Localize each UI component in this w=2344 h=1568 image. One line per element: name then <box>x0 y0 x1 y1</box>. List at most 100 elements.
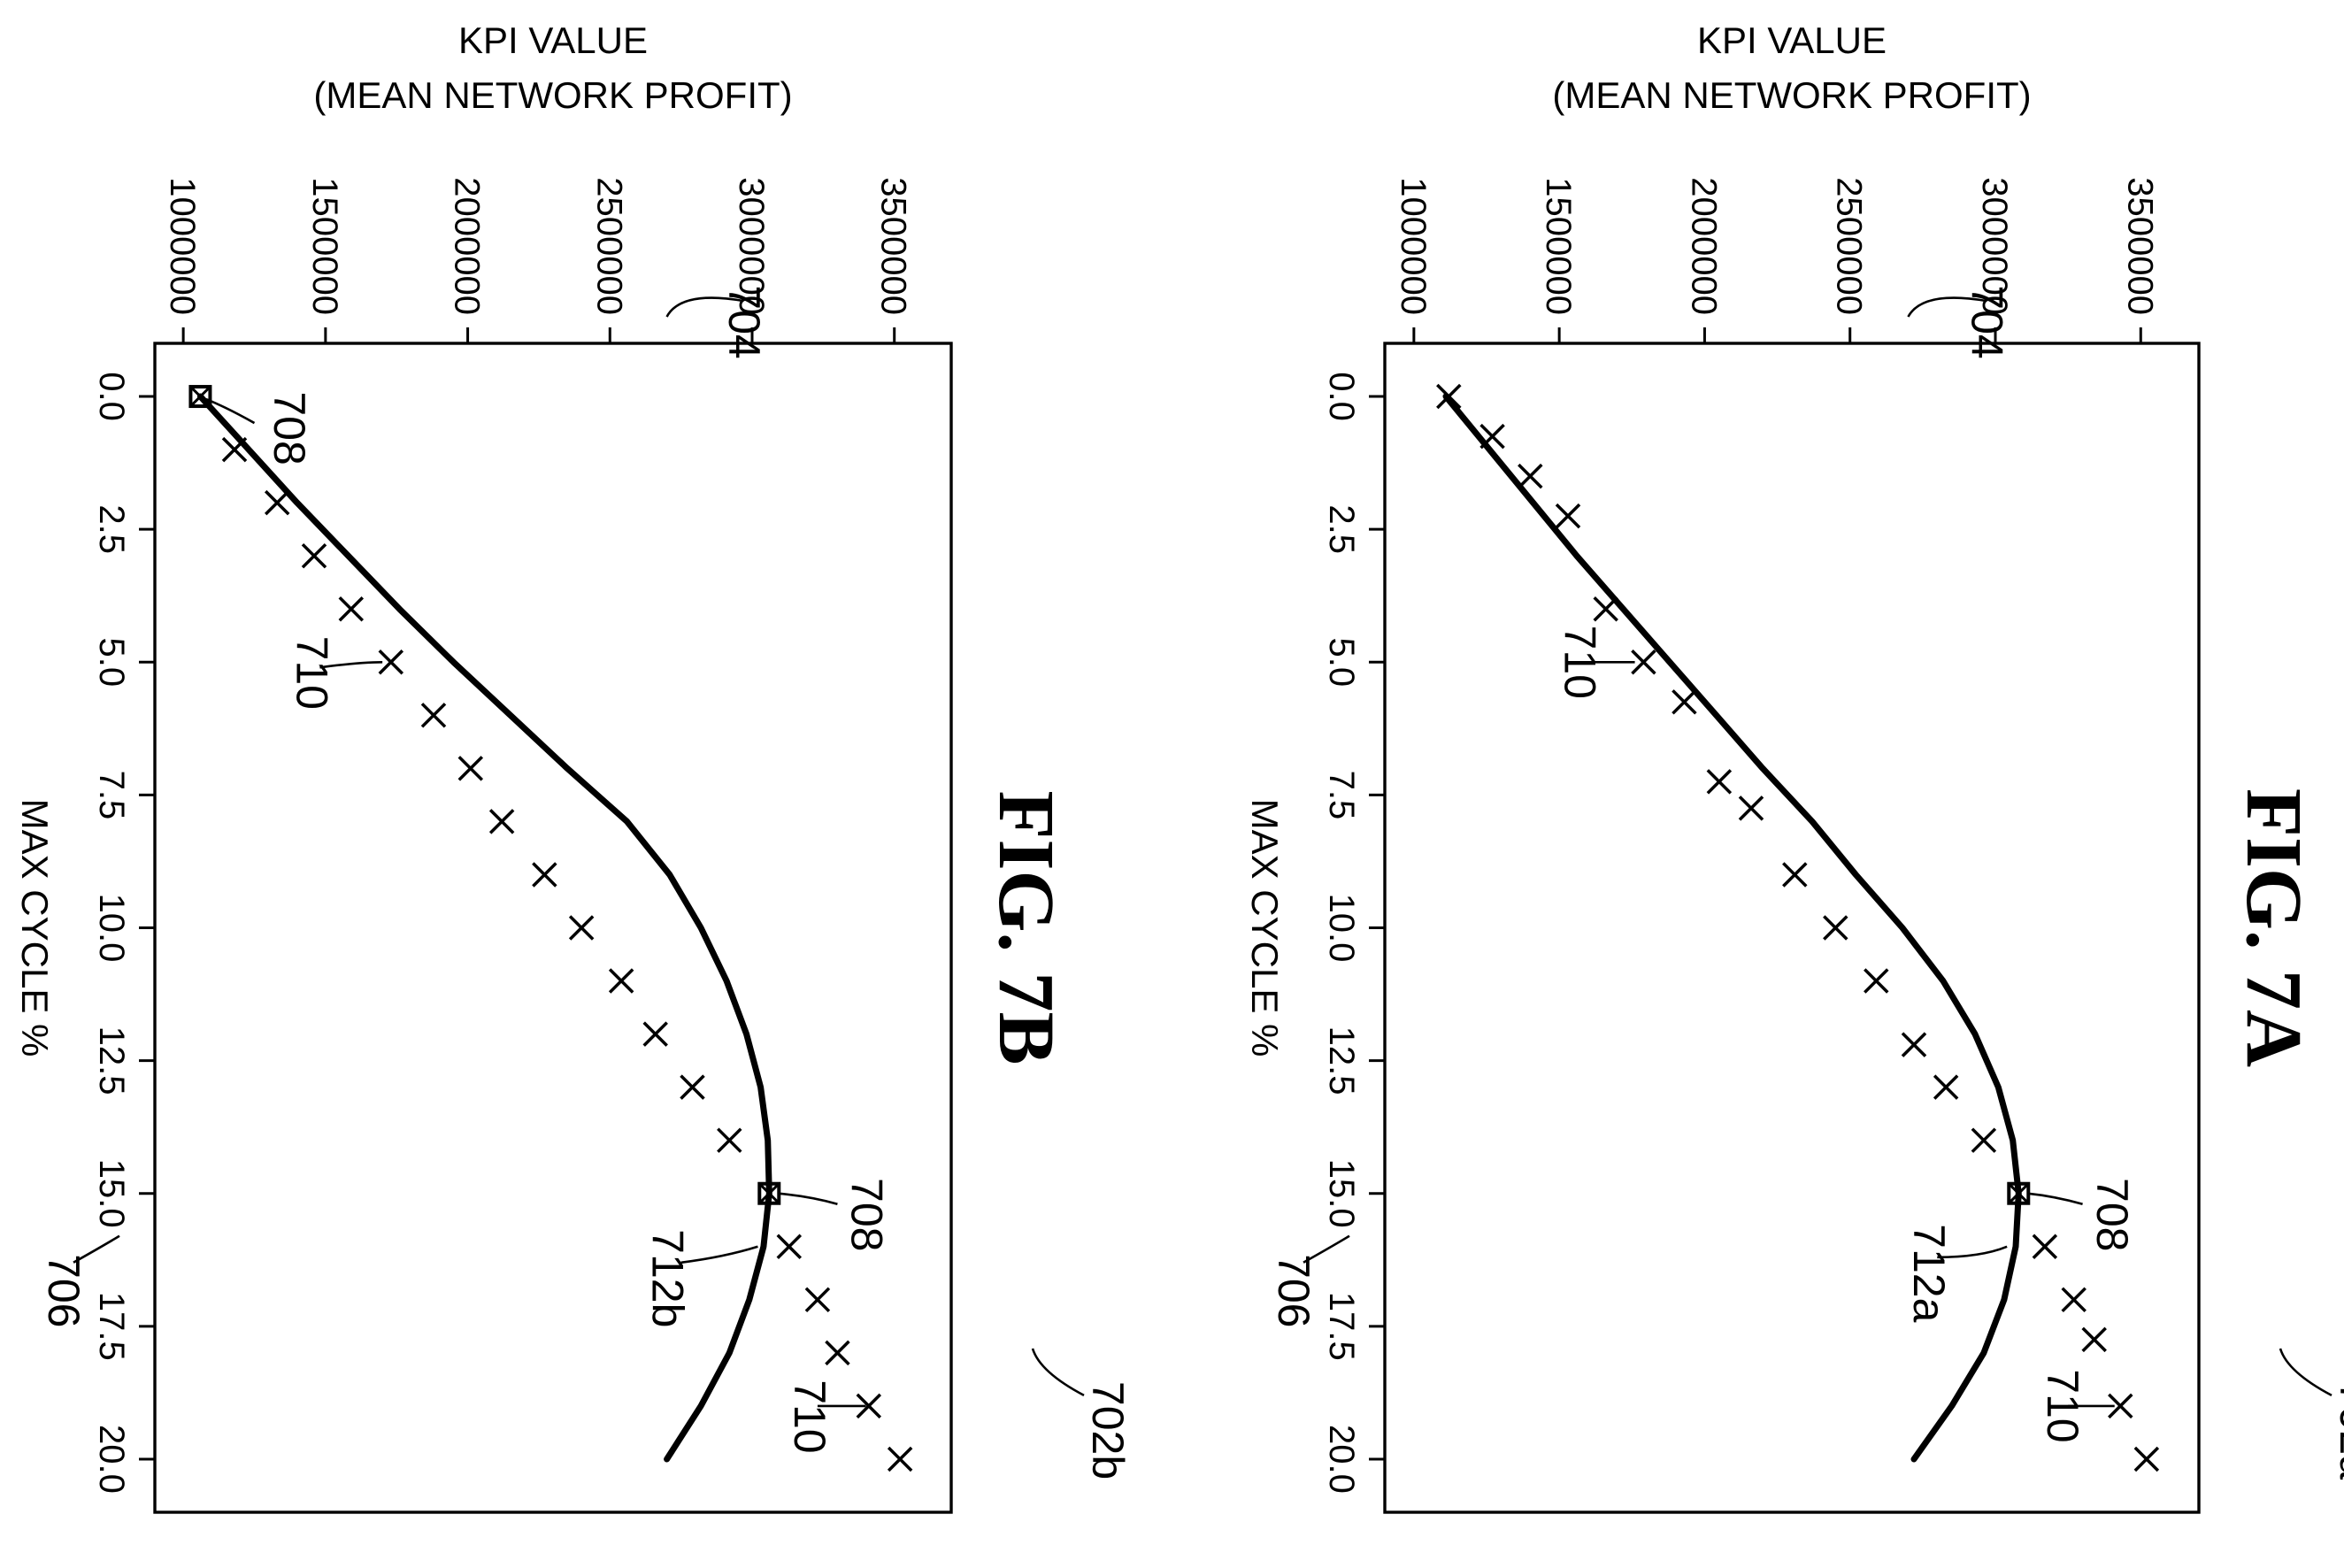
curve-ref-numeral: 712b <box>643 1229 693 1327</box>
data-point-x <box>1782 862 1808 888</box>
optimal-point-ref-leader <box>2027 1192 2083 1205</box>
data-point-x <box>1706 769 1733 795</box>
y-tick-label: 1500000 <box>1539 177 1578 315</box>
y-tick-label: 3000000 <box>732 177 771 315</box>
x-axis-label: MAX CYCLE % <box>1244 799 1286 1057</box>
x-tick-label: 20.0 <box>1322 1425 1361 1494</box>
optimal-point-ref-numeral: 708 <box>265 391 314 465</box>
y-axis-ref-leader <box>665 296 744 318</box>
y-tick-label: 1500000 <box>305 177 344 315</box>
data-point-x <box>568 915 595 941</box>
optimal-point-ref-numeral: 708 <box>2087 1178 2137 1251</box>
data-point-x <box>887 1446 913 1472</box>
data-point-x <box>2108 1393 2133 1419</box>
x-tick-label: 5.0 <box>92 637 131 687</box>
data-point-x <box>532 862 557 888</box>
y-tick-label: 2500000 <box>1830 177 1869 315</box>
figure-label: FIG. 7A <box>2230 788 2317 1067</box>
curve-ref-numeral: 712a <box>1904 1224 1954 1322</box>
y-axis-ticks: 1000000 1500000 2000000 2500000 3000000 35000… <box>1394 177 2159 343</box>
data-point-x <box>804 1287 831 1313</box>
figure-label: FIG. 7B <box>982 790 1070 1065</box>
data-point-x <box>1864 968 1889 994</box>
y-axis-ref-leader <box>1907 296 1987 318</box>
x-axis-ref-leader <box>1303 1234 1350 1264</box>
x-axis-label: MAX CYCLE % <box>14 799 56 1057</box>
x-axis-ref-leader <box>73 1234 120 1264</box>
data-point-x <box>1555 503 1581 529</box>
figure-ref-leader <box>1031 1348 1085 1397</box>
x-tick-label: 7.5 <box>1322 771 1361 820</box>
x-axis-ticks: 0.0 2.5 5.0 7.5 10.0 12.5 15.0 17.5 20.0 <box>92 372 155 1494</box>
y-tick-label: 2000000 <box>1684 177 1723 315</box>
data-point-x <box>642 1021 668 1047</box>
y-axis-ticks: 1000000 1500000 2000000 2500000 3000000 35000… <box>163 177 913 343</box>
data-point-x <box>680 1074 705 1100</box>
plot-frame <box>1383 342 2201 1514</box>
x-tick-label: 7.5 <box>92 771 131 820</box>
y-axis-label-line2: (MEAN NETWORK PROFIT) <box>1552 74 2031 116</box>
data-point-x <box>338 596 365 622</box>
x-tick-label: 2.5 <box>92 504 131 554</box>
data-point-ref-numeral: 710 <box>785 1380 834 1453</box>
figure-ref-leader <box>2279 1348 2332 1397</box>
curve-ref-leader <box>680 1245 758 1264</box>
y-tick-label: 1000000 <box>1394 177 1433 315</box>
data-point-x <box>1518 463 1543 489</box>
fitted-curve <box>1442 393 2022 1463</box>
y-axis-label: KPI VALUE (MEAN NETWORK PROFIT) <box>1552 19 2031 116</box>
y-axis-label-line1: KPI VALUE <box>458 19 648 61</box>
reference-numerals: 702b 704 706 708 708 710 710 712b <box>39 285 1133 1480</box>
x-tick-label: 5.0 <box>1322 637 1361 687</box>
y-tick-label: 3000000 <box>1975 177 2014 315</box>
data-point-x <box>1971 1127 1997 1153</box>
y-axis-label-line2: (MEAN NETWORK PROFIT) <box>313 74 792 116</box>
y-axis-label: KPI VALUE (MEAN NETWORK PROFIT) <box>313 19 792 116</box>
x-tick-label: 12.5 <box>92 1026 131 1095</box>
x-tick-label: 12.5 <box>1322 1026 1361 1095</box>
plot-frame <box>153 342 953 1514</box>
x-tick-label: 2.5 <box>1322 504 1361 554</box>
x-tick-label: 0.0 <box>92 372 131 421</box>
x-tick-label: 0.0 <box>1322 372 1361 421</box>
x-axis-ref-numeral: 706 <box>1269 1254 1318 1327</box>
data-point-x <box>378 649 404 675</box>
x-axis-ticks: 0.0 2.5 5.0 7.5 10.0 12.5 15.0 17.5 20.0 <box>1322 372 1385 1494</box>
data-point-x <box>1933 1074 1959 1100</box>
x-axis-ref-numeral: 706 <box>39 1254 88 1327</box>
x-tick-label: 10.0 <box>1322 894 1361 963</box>
data-point-x <box>301 542 327 569</box>
data-point-x <box>1631 649 1656 675</box>
curve-ref-leader <box>1937 1245 2008 1259</box>
data-point-x <box>2081 1326 2107 1353</box>
data-point-x <box>1738 796 1764 821</box>
data-point-x <box>457 756 484 781</box>
fitted-curve <box>196 393 772 1463</box>
data-point-x <box>608 968 634 994</box>
optimal-point-ref-leader <box>777 1192 838 1205</box>
data-point-x <box>1823 915 1848 941</box>
data-point-x <box>776 1234 803 1260</box>
data-point-x <box>1672 689 1697 715</box>
optimal-point-ref-numeral: 708 <box>842 1178 892 1251</box>
x-tick-label: 17.5 <box>92 1292 131 1361</box>
data-point-x <box>2133 1446 2160 1472</box>
data-point-x <box>264 489 290 516</box>
figure-ref-numeral: 702a <box>2331 1381 2344 1480</box>
x-tick-label: 10.0 <box>92 894 131 963</box>
y-axis-ref-numeral: 704 <box>1963 285 2012 358</box>
x-tick-label: 20.0 <box>92 1425 131 1494</box>
data-point-x <box>2061 1287 2087 1313</box>
y-tick-label: 3500000 <box>2120 177 2159 315</box>
data-point-x <box>856 1393 882 1419</box>
data-point-x <box>717 1127 742 1153</box>
figure-ref-numeral: 702b <box>1083 1381 1133 1480</box>
y-tick-label: 3500000 <box>874 177 913 315</box>
data-point-x <box>420 703 447 728</box>
data-point-ref-leader <box>319 660 383 669</box>
data-point-x <box>825 1340 850 1366</box>
